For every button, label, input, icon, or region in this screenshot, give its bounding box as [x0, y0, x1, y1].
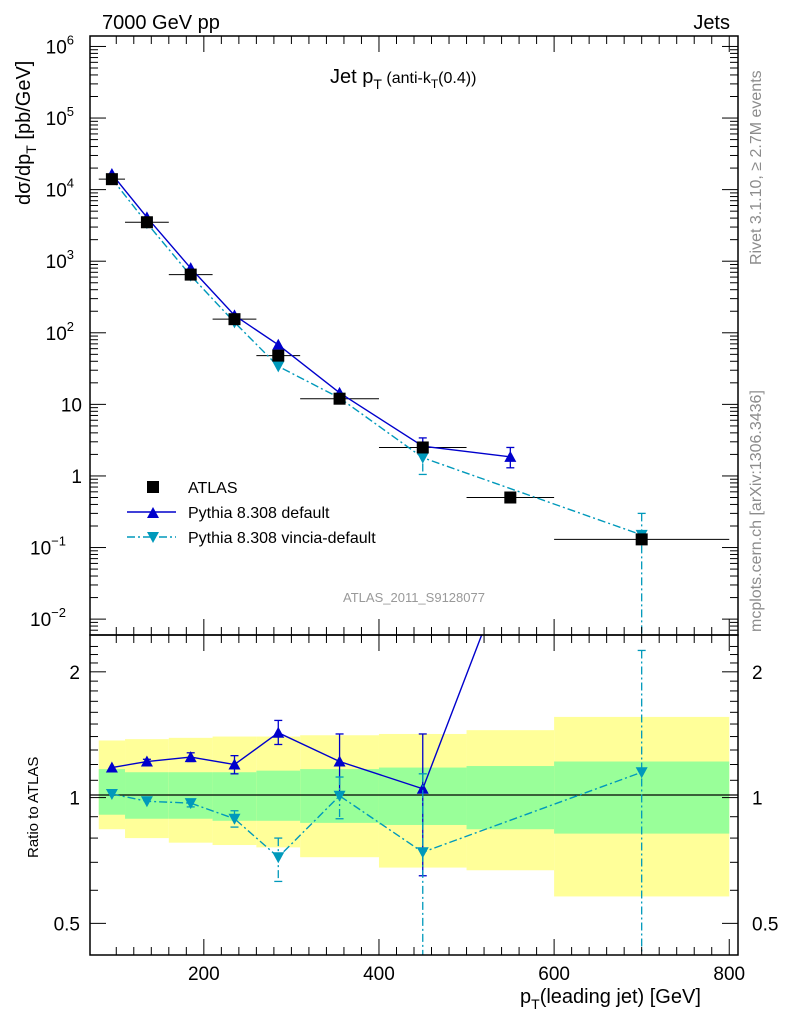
- ratio-default-marker: [184, 751, 197, 763]
- xtick-label: 400: [363, 964, 395, 985]
- rivet-label: Rivet 3.1.10, ≥ 2.7M events: [748, 70, 765, 265]
- legend: ATLAS Pythia 8.308 default Pythia 8.308 …: [127, 480, 376, 547]
- legend-vincia-marker: [147, 532, 159, 543]
- atlas-marker: [333, 392, 346, 405]
- ratio-default-line: [111, 635, 483, 790]
- mcplots-label: mcplots.cern.ch [arXiv:1306.3436]: [748, 390, 765, 632]
- ratio-marks: [105, 554, 648, 955]
- xtick-label: 600: [538, 964, 570, 985]
- main-ytick-mantissa: 10: [46, 324, 67, 345]
- vincia-line: [111, 178, 642, 536]
- ratio-vincia-marker: [140, 796, 153, 808]
- legend-atlas-label: ATLAS: [188, 480, 238, 497]
- legend-atlas-marker: [147, 481, 159, 493]
- main-marks: [98, 168, 730, 635]
- ratio-vincia-marker: [416, 847, 429, 859]
- ratio-ylabel: Ratio to ATLAS: [25, 757, 42, 858]
- header-left: 7000 GeV pp: [102, 12, 220, 34]
- ratio-ytick-label: 2: [69, 663, 80, 684]
- default-line: [111, 173, 511, 458]
- main-ytick-mantissa: 10: [30, 539, 51, 560]
- main-ytick-exponent: 3: [67, 247, 74, 262]
- ratio-vincia-marker: [184, 798, 197, 810]
- main-ytick-exponent: −2: [51, 605, 66, 620]
- ratio-vincia-line: [111, 771, 642, 859]
- main-title: Jet pT (anti-kT(0.4)): [330, 66, 476, 92]
- legend-vincia-label: Pythia 8.308 vincia-default: [188, 530, 376, 547]
- vincia-marker: [272, 361, 285, 373]
- main-ytick-mantissa: 10: [46, 252, 67, 273]
- ratio-default-marker: [272, 726, 285, 738]
- main-ytick-exponent: 6: [67, 32, 74, 47]
- vincia-marker: [416, 452, 429, 464]
- main-ytick-exponent: −1: [51, 534, 66, 549]
- ratio-default-marker: [105, 761, 118, 773]
- ratio-ytick-label-right: 1: [752, 789, 763, 810]
- ratio-vincia-marker: [105, 789, 118, 801]
- ratio-ytick-label-right: 0.5: [752, 914, 778, 935]
- ratio-vincia-marker: [228, 813, 241, 825]
- main-ytick-label: 103: [46, 247, 74, 273]
- main-ytick-label: 104: [46, 176, 74, 202]
- main-ytick-exponent: 2: [67, 319, 74, 334]
- main-ytick-mantissa: 10: [46, 181, 67, 202]
- atlas-marker: [416, 441, 429, 454]
- ratio-vincia-marker: [635, 767, 648, 779]
- ratio-ytick-label: 1: [69, 789, 80, 810]
- atlas-marker: [184, 268, 197, 281]
- main-ytick-label: 102: [46, 319, 74, 345]
- main-ytick-label: 10−2: [30, 605, 66, 631]
- atlas-marker: [105, 173, 118, 186]
- main-ytick-label: 1: [71, 467, 82, 488]
- band-inner: [466, 766, 555, 830]
- atlas-marker: [635, 533, 648, 546]
- main-ytick-mantissa: 10: [46, 37, 67, 58]
- legend-default-label: Pythia 8.308 default: [188, 505, 330, 522]
- main-ytick-mantissa: 10: [46, 109, 67, 130]
- main-ytick-exponent: 4: [67, 176, 74, 191]
- ratio-ytick-label-right: 2: [752, 663, 763, 684]
- ratio-vincia-marker: [272, 852, 285, 864]
- ratio-default-marker: [228, 758, 241, 770]
- ratio-default-marker: [333, 755, 346, 767]
- ratio-default-marker: [140, 755, 153, 767]
- analysis-tag: ATLAS_2011_S9128077: [343, 590, 485, 605]
- main-ytick-mantissa: 10: [30, 610, 51, 631]
- ratio-default-marker: [504, 554, 516, 565]
- main-ytick-label: 105: [46, 104, 74, 130]
- ratio-default-marker: [416, 782, 429, 794]
- xtick-label: 800: [713, 964, 745, 985]
- header-right: Jets: [693, 12, 730, 34]
- main-ylabel: dσ/dpT [pb/GeV]: [13, 61, 39, 205]
- default-marker: [504, 450, 517, 462]
- default-marker: [272, 338, 285, 350]
- main-ytick-label: 10: [61, 395, 82, 416]
- ratio-vincia-marker: [333, 790, 346, 802]
- xtick-label: 200: [188, 964, 220, 985]
- atlas-marker: [140, 216, 153, 229]
- main-ytick-label: 106: [46, 32, 74, 58]
- band-inner: [256, 770, 301, 821]
- main-ytick-exponent: 5: [67, 104, 74, 119]
- legend-default-marker: [147, 507, 159, 518]
- ratio-ytick-label: 0.5: [54, 914, 80, 935]
- main-ytick-label: 10−1: [30, 534, 66, 560]
- atlas-marker: [228, 313, 241, 326]
- x-axis-label: pT(leading jet) [GeV]: [520, 986, 701, 1012]
- atlas-marker: [504, 491, 517, 504]
- atlas-marker: [272, 349, 285, 362]
